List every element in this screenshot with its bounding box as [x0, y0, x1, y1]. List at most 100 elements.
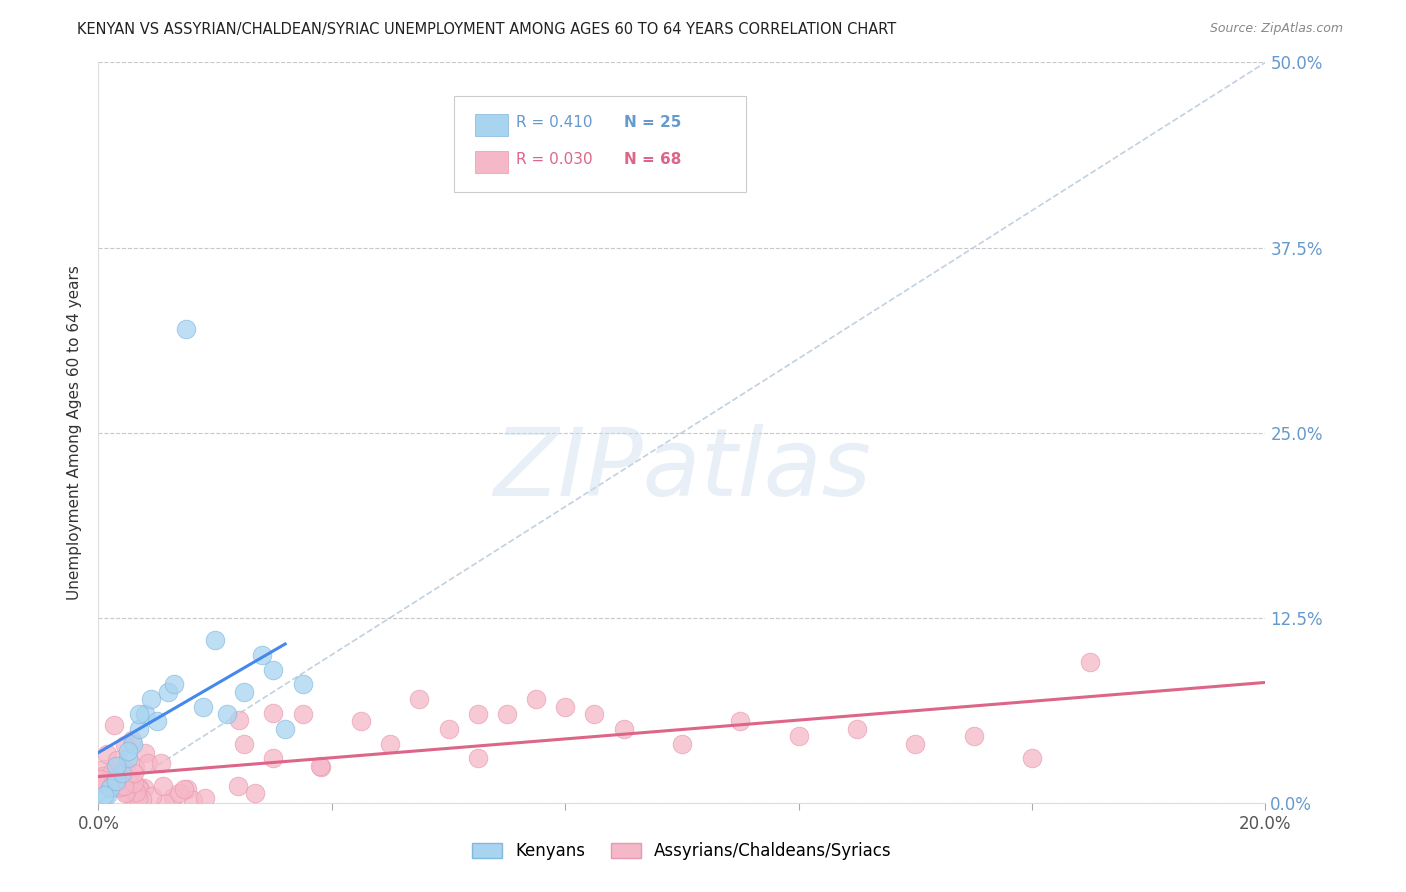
Point	[169, 786, 191, 800]
Point	[124, 765, 146, 780]
Point	[101, 765, 124, 780]
FancyBboxPatch shape	[475, 152, 508, 173]
Point	[112, 780, 135, 794]
Point	[131, 792, 153, 806]
Point	[104, 758, 127, 772]
Point	[105, 753, 128, 767]
Point	[98, 780, 121, 795]
Point	[163, 677, 186, 691]
Point	[91, 776, 114, 790]
Point	[1080, 655, 1102, 669]
FancyBboxPatch shape	[475, 114, 508, 136]
Point	[380, 737, 402, 751]
Legend: Kenyans, Assyrians/Chaldeans/Syriacs: Kenyans, Assyrians/Chaldeans/Syriacs	[464, 834, 900, 869]
Point	[127, 792, 149, 806]
Point	[91, 762, 114, 776]
Point	[128, 781, 150, 796]
Point	[91, 769, 114, 783]
Point	[122, 737, 145, 751]
Point	[114, 738, 136, 752]
Point	[101, 778, 124, 792]
Point	[291, 677, 314, 691]
Point	[204, 632, 226, 647]
Point	[183, 793, 205, 807]
Point	[157, 685, 180, 699]
Point	[105, 776, 128, 790]
Point	[122, 794, 145, 808]
Point	[524, 692, 547, 706]
Point	[583, 706, 606, 721]
Point	[262, 706, 284, 721]
Point	[243, 786, 266, 800]
Point	[262, 663, 284, 677]
Text: N = 25: N = 25	[624, 115, 681, 130]
Point	[104, 773, 127, 788]
Point	[146, 714, 169, 729]
Point	[962, 729, 984, 743]
Point	[134, 706, 156, 721]
Point	[274, 722, 297, 736]
Point	[117, 751, 139, 765]
Point	[132, 781, 155, 796]
FancyBboxPatch shape	[454, 95, 747, 192]
Point	[350, 714, 373, 729]
Text: R = 0.410: R = 0.410	[516, 115, 593, 130]
Point	[554, 699, 576, 714]
Point	[309, 758, 332, 772]
Point	[215, 706, 238, 721]
Point	[128, 706, 150, 721]
Point	[125, 785, 148, 799]
Text: ZIPatlas: ZIPatlas	[494, 424, 870, 516]
Text: R = 0.030: R = 0.030	[516, 152, 593, 167]
Point	[103, 718, 125, 732]
Point	[89, 772, 111, 786]
Point	[233, 737, 256, 751]
Point	[136, 756, 159, 770]
Point	[149, 756, 172, 770]
Point	[115, 763, 138, 777]
Point	[121, 732, 143, 747]
Point	[93, 789, 115, 803]
Point	[153, 796, 176, 810]
Point	[162, 790, 184, 805]
Point	[176, 781, 198, 796]
Point	[787, 729, 810, 743]
Point	[309, 760, 332, 774]
Text: N = 68: N = 68	[624, 152, 681, 167]
Point	[846, 722, 869, 736]
Point	[96, 747, 118, 761]
Y-axis label: Unemployment Among Ages 60 to 64 years: Unemployment Among Ages 60 to 64 years	[67, 265, 83, 600]
Point	[467, 706, 489, 721]
Point	[437, 722, 460, 736]
Point	[114, 784, 136, 798]
Point	[128, 780, 150, 795]
Point	[139, 692, 162, 706]
Point	[174, 322, 197, 336]
Point	[1021, 751, 1043, 765]
Point	[250, 648, 273, 662]
Point	[152, 779, 174, 793]
Point	[467, 751, 489, 765]
Point	[193, 699, 215, 714]
Point	[134, 746, 156, 760]
Text: KENYAN VS ASSYRIAN/CHALDEAN/SYRIAC UNEMPLOYMENT AMONG AGES 60 TO 64 YEARS CORREL: KENYAN VS ASSYRIAN/CHALDEAN/SYRIAC UNEMP…	[77, 22, 897, 37]
Point	[122, 776, 145, 790]
Point	[730, 714, 752, 729]
Point	[141, 789, 163, 803]
Point	[124, 760, 146, 774]
Point	[233, 685, 256, 699]
Point	[228, 779, 250, 793]
Point	[496, 706, 519, 721]
Point	[128, 722, 150, 736]
Point	[228, 713, 250, 727]
Text: Source: ZipAtlas.com: Source: ZipAtlas.com	[1209, 22, 1343, 36]
Point	[291, 706, 314, 721]
Point	[408, 692, 430, 706]
Point	[173, 781, 195, 796]
Point	[111, 766, 134, 780]
Point	[110, 780, 132, 794]
Point	[612, 722, 634, 736]
Point	[194, 791, 217, 805]
Point	[114, 786, 136, 800]
Point	[904, 737, 927, 751]
